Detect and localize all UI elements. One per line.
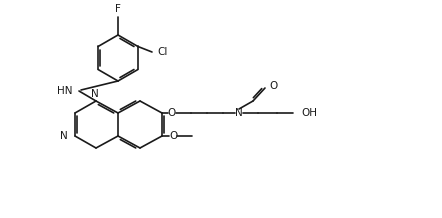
Text: O: O — [168, 108, 176, 118]
Text: N: N — [60, 131, 68, 141]
Text: N: N — [235, 108, 243, 118]
Text: N: N — [91, 89, 99, 99]
Text: Cl: Cl — [157, 47, 168, 57]
Text: OH: OH — [301, 108, 317, 118]
Text: F: F — [115, 4, 121, 14]
Text: O: O — [169, 131, 177, 141]
Text: HN: HN — [57, 86, 72, 96]
Text: O: O — [269, 81, 277, 91]
